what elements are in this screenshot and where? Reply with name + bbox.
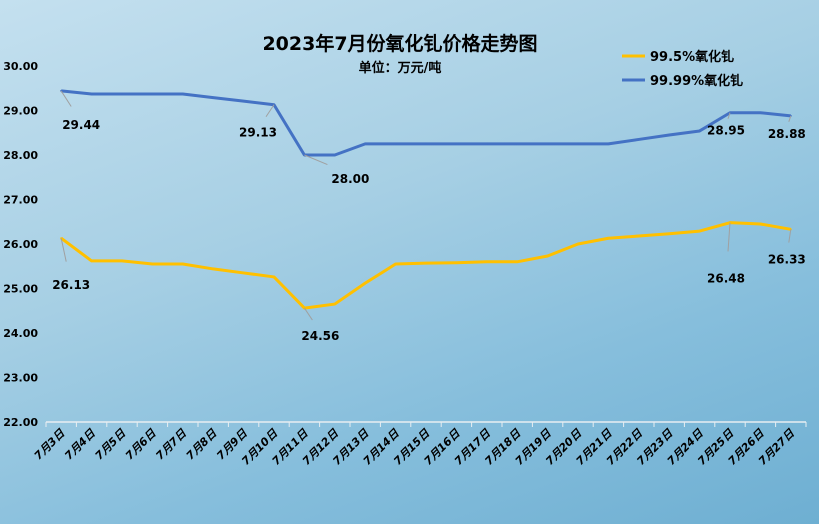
series-line-9999 bbox=[61, 89, 791, 157]
chart-title: 2023年7月份氧化钆价格走势图 bbox=[262, 32, 537, 55]
y-tick-label: 23.00 bbox=[3, 372, 38, 385]
y-tick-label: 28.00 bbox=[3, 149, 38, 162]
y-tick-label: 26.00 bbox=[3, 238, 38, 251]
label-leader bbox=[727, 222, 731, 252]
data-point bbox=[90, 259, 93, 262]
x-tick-label: 7月6日 bbox=[123, 426, 159, 462]
data-label: 28.95 bbox=[707, 124, 745, 138]
label-leader bbox=[60, 90, 72, 107]
data-point bbox=[151, 93, 154, 96]
data-point bbox=[637, 234, 640, 237]
y-tick-label: 25.00 bbox=[3, 283, 38, 296]
data-label: 28.88 bbox=[768, 127, 806, 141]
legend-label: 99.99%氧化钆 bbox=[650, 73, 743, 89]
data-point bbox=[90, 93, 93, 96]
data-point bbox=[546, 255, 549, 258]
y-tick-label: 30.00 bbox=[3, 60, 38, 73]
data-point bbox=[577, 243, 579, 245]
data-point bbox=[333, 154, 336, 156]
data-point bbox=[577, 142, 579, 145]
data-label: 26.13 bbox=[52, 278, 90, 292]
x-tick-label: 7月7日 bbox=[153, 426, 189, 462]
label-leader bbox=[788, 115, 792, 122]
data-point bbox=[425, 142, 427, 145]
legend-label: 99.5%氧化钆 bbox=[650, 49, 734, 65]
data-label: 26.48 bbox=[707, 272, 745, 286]
y-tick-label: 29.00 bbox=[3, 105, 38, 118]
data-point bbox=[333, 303, 336, 306]
label-leader bbox=[303, 307, 313, 321]
x-tick-label: 7月8日 bbox=[184, 426, 220, 462]
chart-subtitle: 单位：万元/吨 bbox=[359, 60, 442, 76]
x-tick-label: 7月5日 bbox=[93, 426, 129, 462]
data-point bbox=[668, 133, 671, 136]
data-point bbox=[607, 237, 610, 240]
data-label: 26.33 bbox=[768, 252, 806, 266]
data-label: 29.44 bbox=[62, 118, 100, 132]
data-point bbox=[394, 263, 397, 266]
data-point bbox=[212, 96, 215, 99]
data-point bbox=[546, 142, 549, 145]
y-tick-label: 27.00 bbox=[3, 194, 38, 207]
series-line-995 bbox=[60, 221, 792, 310]
data-point bbox=[485, 260, 488, 263]
data-point bbox=[637, 138, 640, 141]
data-label: 24.56 bbox=[301, 329, 339, 343]
data-point bbox=[698, 129, 701, 132]
data-point bbox=[242, 100, 245, 103]
data-point bbox=[181, 263, 184, 266]
y-tick-label: 22.00 bbox=[3, 416, 38, 429]
data-point bbox=[425, 262, 427, 265]
x-tick-label: 7月4日 bbox=[62, 426, 98, 462]
data-point bbox=[485, 142, 488, 145]
data-point bbox=[698, 230, 701, 233]
x-tick-label: 7月3日 bbox=[32, 426, 68, 462]
data-point bbox=[516, 260, 519, 263]
data-point bbox=[151, 263, 154, 266]
data-point bbox=[181, 93, 184, 96]
data-point bbox=[516, 142, 519, 145]
data-point bbox=[759, 111, 762, 114]
label-leader bbox=[60, 238, 67, 262]
data-label: 28.00 bbox=[331, 172, 369, 186]
data-point bbox=[364, 142, 367, 145]
label-leader bbox=[265, 104, 275, 117]
data-point bbox=[759, 222, 762, 225]
data-point bbox=[455, 142, 458, 145]
label-leader bbox=[727, 112, 731, 119]
data-label: 29.13 bbox=[239, 126, 277, 140]
data-point bbox=[121, 259, 123, 262]
label-leader bbox=[304, 154, 328, 166]
data-point bbox=[607, 142, 610, 145]
data-point bbox=[668, 232, 671, 235]
data-point bbox=[273, 275, 275, 278]
y-tick-label: 24.00 bbox=[3, 327, 38, 340]
data-point bbox=[242, 271, 245, 274]
data-point bbox=[394, 142, 397, 145]
data-point bbox=[121, 93, 123, 96]
data-point bbox=[364, 282, 367, 285]
data-point bbox=[212, 267, 215, 270]
data-point bbox=[455, 261, 458, 264]
label-leader bbox=[788, 229, 792, 243]
